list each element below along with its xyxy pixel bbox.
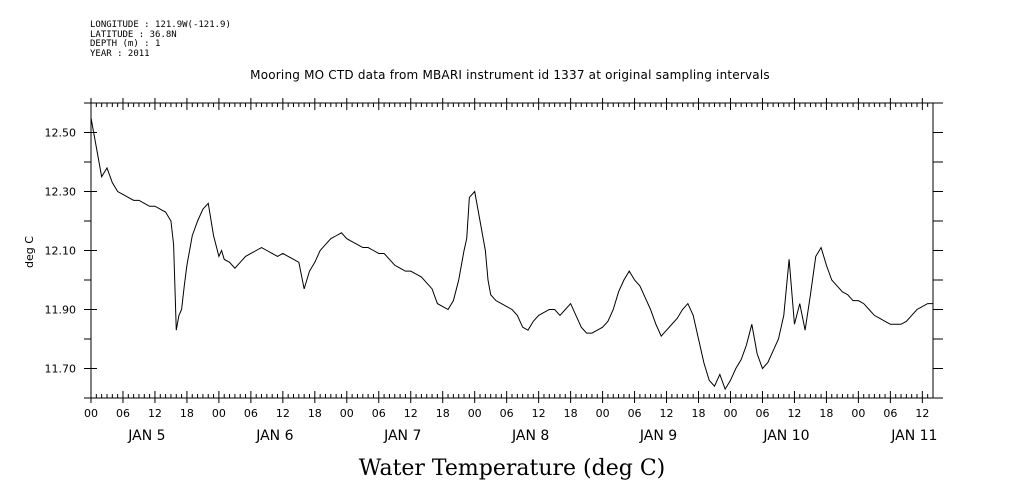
plot-area: [90, 117, 933, 391]
y-tick-label: 12.30: [45, 186, 77, 199]
x-hour-tick-label: 12: [660, 407, 674, 420]
x-hour-tick-label: 18: [308, 407, 322, 420]
x-hour-tick-label: 06: [244, 407, 258, 420]
x-hour-tick-label: 00: [596, 407, 610, 420]
x-hour-tick-label: 00: [851, 407, 865, 420]
x-hour-tick-label: 00: [340, 407, 354, 420]
y-tick-label: 12.10: [45, 245, 77, 258]
x-hour-tick-label: 06: [500, 407, 514, 420]
x-hour-tick-label: 12: [532, 407, 546, 420]
metadata-block: LONGITUDE : 121.9W(-121.9) LATITUDE : 36…: [90, 20, 231, 59]
x-day-label: JAN 11: [890, 428, 937, 444]
x-hour-tick-label: 06: [883, 407, 897, 420]
x-hour-tick-label: 00: [84, 407, 98, 420]
x-hour-tick-label: 12: [404, 407, 418, 420]
x-hour-tick-label: 18: [692, 407, 706, 420]
x-hour-tick-label: 00: [468, 407, 482, 420]
x-hour-tick-label: 18: [819, 407, 833, 420]
x-hour-tick-label: 06: [628, 407, 642, 420]
x-day-label: JAN 7: [383, 428, 421, 444]
x-hour-tick-label: 06: [116, 407, 130, 420]
x-hour-tick-label: 12: [148, 407, 162, 420]
latitude-text: LATITUDE : 36.8N: [90, 29, 177, 40]
x-hour-tick-label: 06: [755, 407, 769, 420]
year-text: YEAR : 2011: [90, 48, 150, 59]
x-hour-tick-label: 18: [436, 407, 450, 420]
depth-text: DEPTH (m) : 1: [90, 39, 161, 49]
x-day-label: JAN 10: [762, 428, 809, 444]
x-hour-tick-label: 06: [372, 407, 386, 420]
x-day-label: JAN 9: [639, 428, 677, 444]
x-hour-tick-label: 18: [180, 407, 194, 420]
axes-group: 00 06 12 18 00 06 12 18 00 06 12 18 00 06 12 18 00 06 12 18…: [45, 98, 943, 444]
y-axis-label: deg C: [23, 236, 36, 268]
x-hour-tick-label: 00: [212, 407, 226, 420]
x-day-label: JAN 8: [511, 428, 549, 444]
y-tick-label: 11.70: [45, 363, 77, 376]
chart-title: Mooring MO CTD data from MBARI instrumen…: [250, 68, 770, 82]
x-day-label: JAN 6: [255, 428, 293, 444]
y-tick-label: 12.50: [45, 127, 77, 140]
x-hour-tick-label: 00: [723, 407, 737, 420]
x-hour-tick-label: 12: [787, 407, 801, 420]
x-hour-tick-label: 18: [564, 407, 578, 420]
temperature-series-line: [90, 117, 933, 391]
x-day-label: JAN 5: [127, 428, 165, 444]
y-tick-label: 11.90: [45, 304, 77, 317]
x-axis-label: Water Temperature (deg C): [359, 456, 666, 481]
x-hour-tick-label: 12: [276, 407, 290, 420]
x-hour-tick-label: 12: [915, 407, 929, 420]
longitude-text: LONGITUDE : 121.9W(-121.9): [90, 20, 231, 30]
